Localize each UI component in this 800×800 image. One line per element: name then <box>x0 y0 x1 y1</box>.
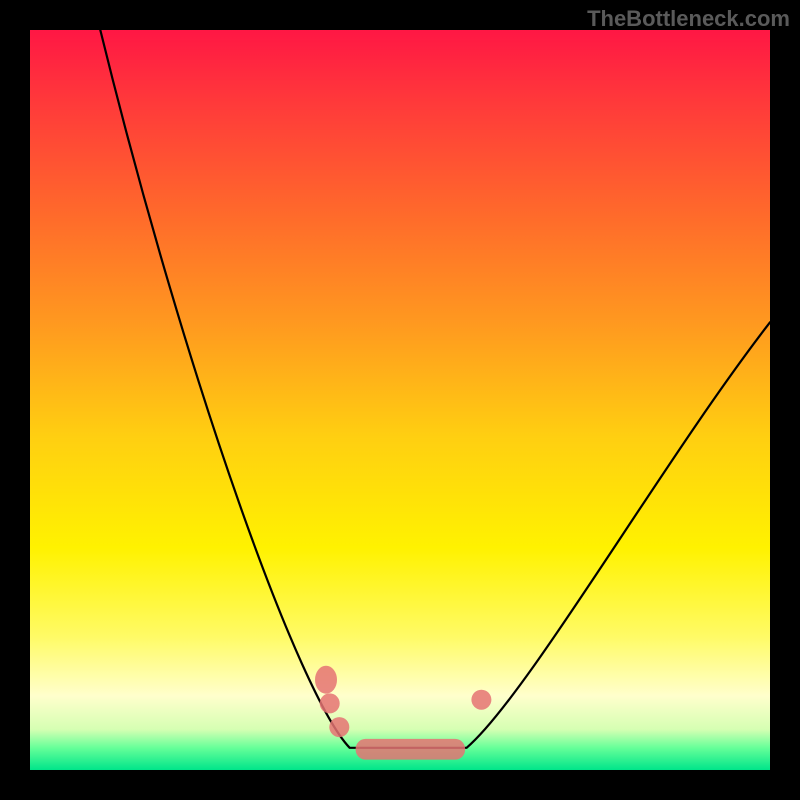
chart-container: TheBottleneck.com <box>0 0 800 800</box>
data-marker <box>315 666 337 694</box>
gradient-background <box>30 30 770 770</box>
data-marker <box>320 693 340 713</box>
data-marker <box>329 717 349 737</box>
plot-area <box>30 30 770 770</box>
watermark-text: TheBottleneck.com <box>587 6 790 32</box>
plot-svg <box>30 30 770 770</box>
valley-marker-pill <box>356 739 466 760</box>
data-marker <box>471 690 491 710</box>
